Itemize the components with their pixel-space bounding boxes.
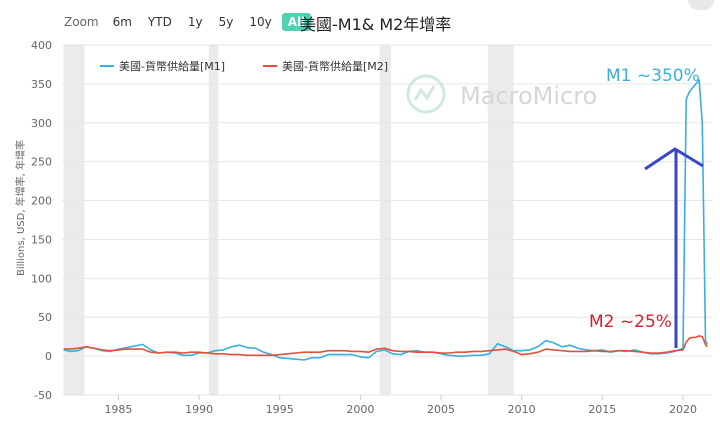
y-tick-label: -50: [34, 389, 52, 402]
recession-band: [379, 45, 392, 395]
legend-swatch-m2: [263, 65, 278, 67]
x-tick-label: 2010: [508, 403, 536, 416]
zoom-ytd-button[interactable]: YTD: [147, 15, 172, 29]
series-line-m2: [63, 335, 708, 357]
x-tick-label: 2005: [427, 403, 455, 416]
grid-lines: [62, 44, 712, 396]
recession-band: [487, 45, 514, 395]
y-tick-label: 400: [31, 39, 52, 52]
x-tick-label: 2000: [346, 403, 374, 416]
watermark: MacroMicro: [406, 74, 597, 114]
y-tick-label: 350: [31, 78, 52, 91]
zoom-toolbar: Zoom 6m YTD 1y 5y 10y All: [64, 13, 312, 31]
x-tick-label: 1985: [104, 403, 132, 416]
watermark-text: MacroMicro: [460, 82, 597, 110]
y-tick-label: 50: [38, 311, 52, 324]
annotations: M1 ~350% M2 ~25%: [589, 66, 704, 348]
chart-title: 美國-M1& M2年增率: [300, 15, 452, 34]
y-tick-label: 150: [31, 233, 52, 246]
macromicro-logo-mark: [413, 85, 436, 101]
recession-bands: [63, 45, 514, 395]
legend-item-m2[interactable]: 美國-貨幣供給量[M2]: [263, 58, 388, 74]
series-line-m1: [63, 79, 708, 361]
legend-label-m2: 美國-貨幣供給量[M2]: [282, 60, 389, 73]
menu-corner-icon[interactable]: [688, 0, 714, 10]
legend-label-m1: 美國-貨幣供給量[M1]: [119, 60, 226, 73]
annotation-m1: M1 ~350%: [606, 66, 700, 86]
y-tick-label: 200: [31, 195, 52, 208]
zoom-1y-button[interactable]: 1y: [187, 15, 203, 29]
zoom-10y-button[interactable]: 10y: [249, 15, 272, 29]
y-axis-label: Billions, USD, 年增率, 年增率: [14, 140, 27, 276]
legend-item-m1[interactable]: 美國-貨幣供給量[M1]: [100, 58, 225, 74]
zoom-label: Zoom: [64, 15, 99, 29]
x-tick-label: 1995: [266, 403, 294, 416]
y-tick-label: 100: [31, 272, 52, 285]
macromicro-logo-icon: [406, 74, 446, 114]
y-tick-label: 0: [45, 350, 52, 363]
x-tick-label: 1990: [185, 403, 213, 416]
zoom-6m-button[interactable]: 6m: [112, 15, 132, 29]
legend-swatch-m1: [100, 65, 114, 67]
zoom-all-button[interactable]: All: [281, 13, 312, 31]
arrow-head: [644, 147, 704, 171]
series: [63, 79, 708, 361]
zoom-5y-button[interactable]: 5y: [218, 15, 234, 29]
y-tick-label: 250: [31, 156, 52, 169]
recession-band: [63, 45, 85, 395]
axes: 400 350 300 250 200 150 100 50 0 -50 1985 1990 1995 2…: [31, 39, 697, 416]
x-tick-label: 2020: [669, 403, 697, 416]
annotation-m2: M2 ~25%: [589, 312, 672, 332]
y-tick-label: 300: [31, 117, 52, 130]
legend: 美國-貨幣供給量[M1] 美國-貨幣供給量[M2]: [100, 58, 388, 74]
recession-band: [208, 45, 219, 395]
x-tick-label: 2015: [588, 403, 616, 416]
